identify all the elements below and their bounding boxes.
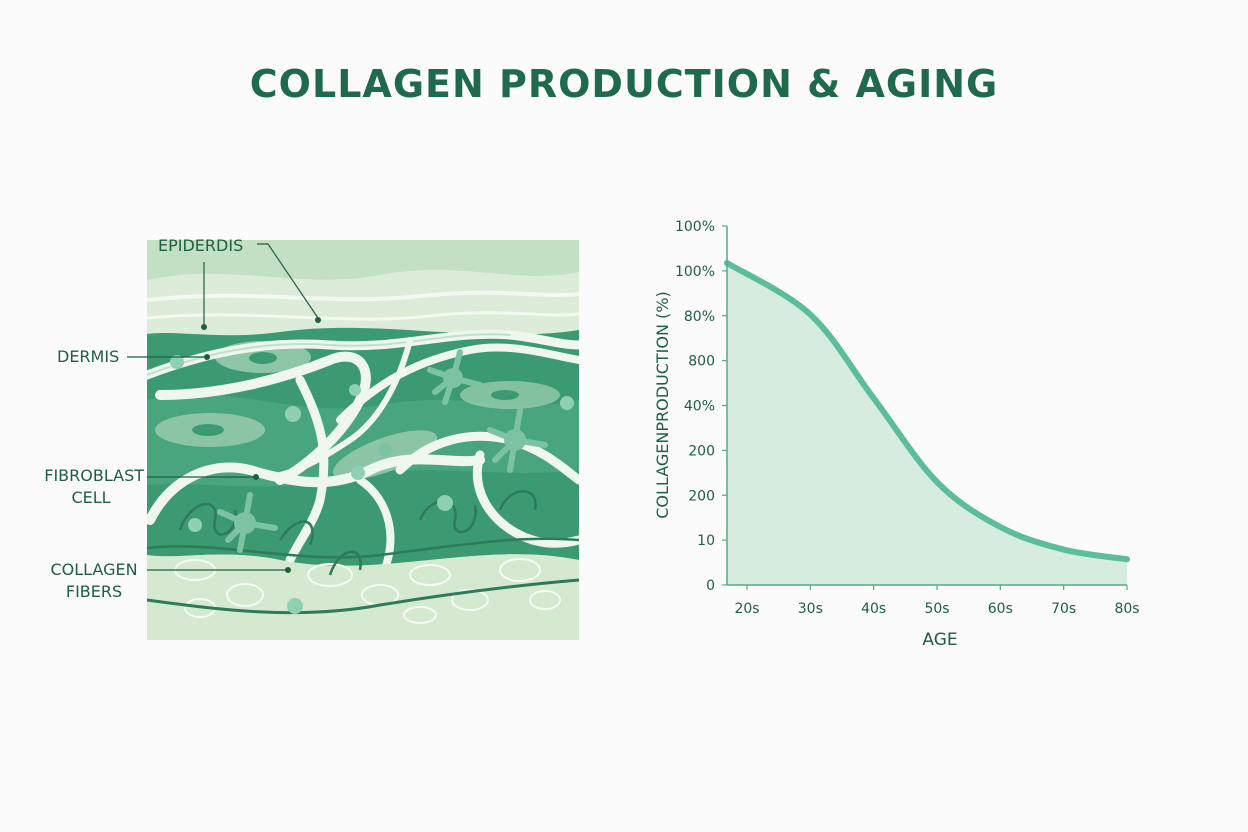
leader-lines xyxy=(127,243,319,571)
label-collagen-line1: COLLAGEN xyxy=(50,560,138,579)
y-tick-label: 40% xyxy=(684,399,715,415)
label-fibroblast-line2: CELL xyxy=(71,488,111,507)
x-ticks: 20s 30s 40s 50s 60s 70s 80s xyxy=(734,585,1140,617)
y-tick-label: 200 xyxy=(688,488,715,504)
label-collagen-line2: FIBERS xyxy=(65,582,123,601)
series-line xyxy=(724,260,1130,563)
x-tick-label: 70s xyxy=(1051,601,1076,617)
fibroblast-star xyxy=(217,349,548,553)
y-tick-label: 200 xyxy=(688,443,715,459)
label-collagen-fibers: COLLAGEN FIBERS xyxy=(44,559,144,603)
label-epidermis: EPIDERDIS xyxy=(158,236,244,255)
x-tick-label: 40s xyxy=(861,601,886,617)
label-fibroblast-line1: FIBROBLAST xyxy=(44,466,144,485)
collagen-fibers xyxy=(147,490,579,615)
y-tick-label: 100% xyxy=(675,219,715,235)
y-axis-label: COLLAGENPRODUCTION (%) xyxy=(653,291,672,519)
y-tick-label: 100% xyxy=(675,264,715,280)
y-tick-label: 0 xyxy=(706,578,715,594)
y-tick-label: 800 xyxy=(688,354,715,370)
x-tick-label: 60s xyxy=(988,601,1013,617)
y-ticks: 0 10 200 200 40% 800 80% 100% 100% xyxy=(675,219,727,594)
x-tick-label: 30s xyxy=(798,601,823,617)
x-axis-label: AGE xyxy=(922,630,957,650)
x-tick-label: 20s xyxy=(734,601,759,617)
page-title: COLLAGEN PRODUCTION & AGING xyxy=(249,62,999,106)
y-tick-label: 10 xyxy=(697,533,715,549)
epidermis-layer xyxy=(147,270,579,336)
label-fibroblast: FIBROBLAST CELL xyxy=(38,465,144,509)
molecule-dots xyxy=(170,355,574,614)
label-dermis: DERMIS xyxy=(57,347,120,366)
y-tick-label: 80% xyxy=(684,309,715,325)
x-tick-label: 80s xyxy=(1114,601,1139,617)
x-tick-label: 50s xyxy=(924,601,949,617)
area-fill xyxy=(727,263,1127,585)
